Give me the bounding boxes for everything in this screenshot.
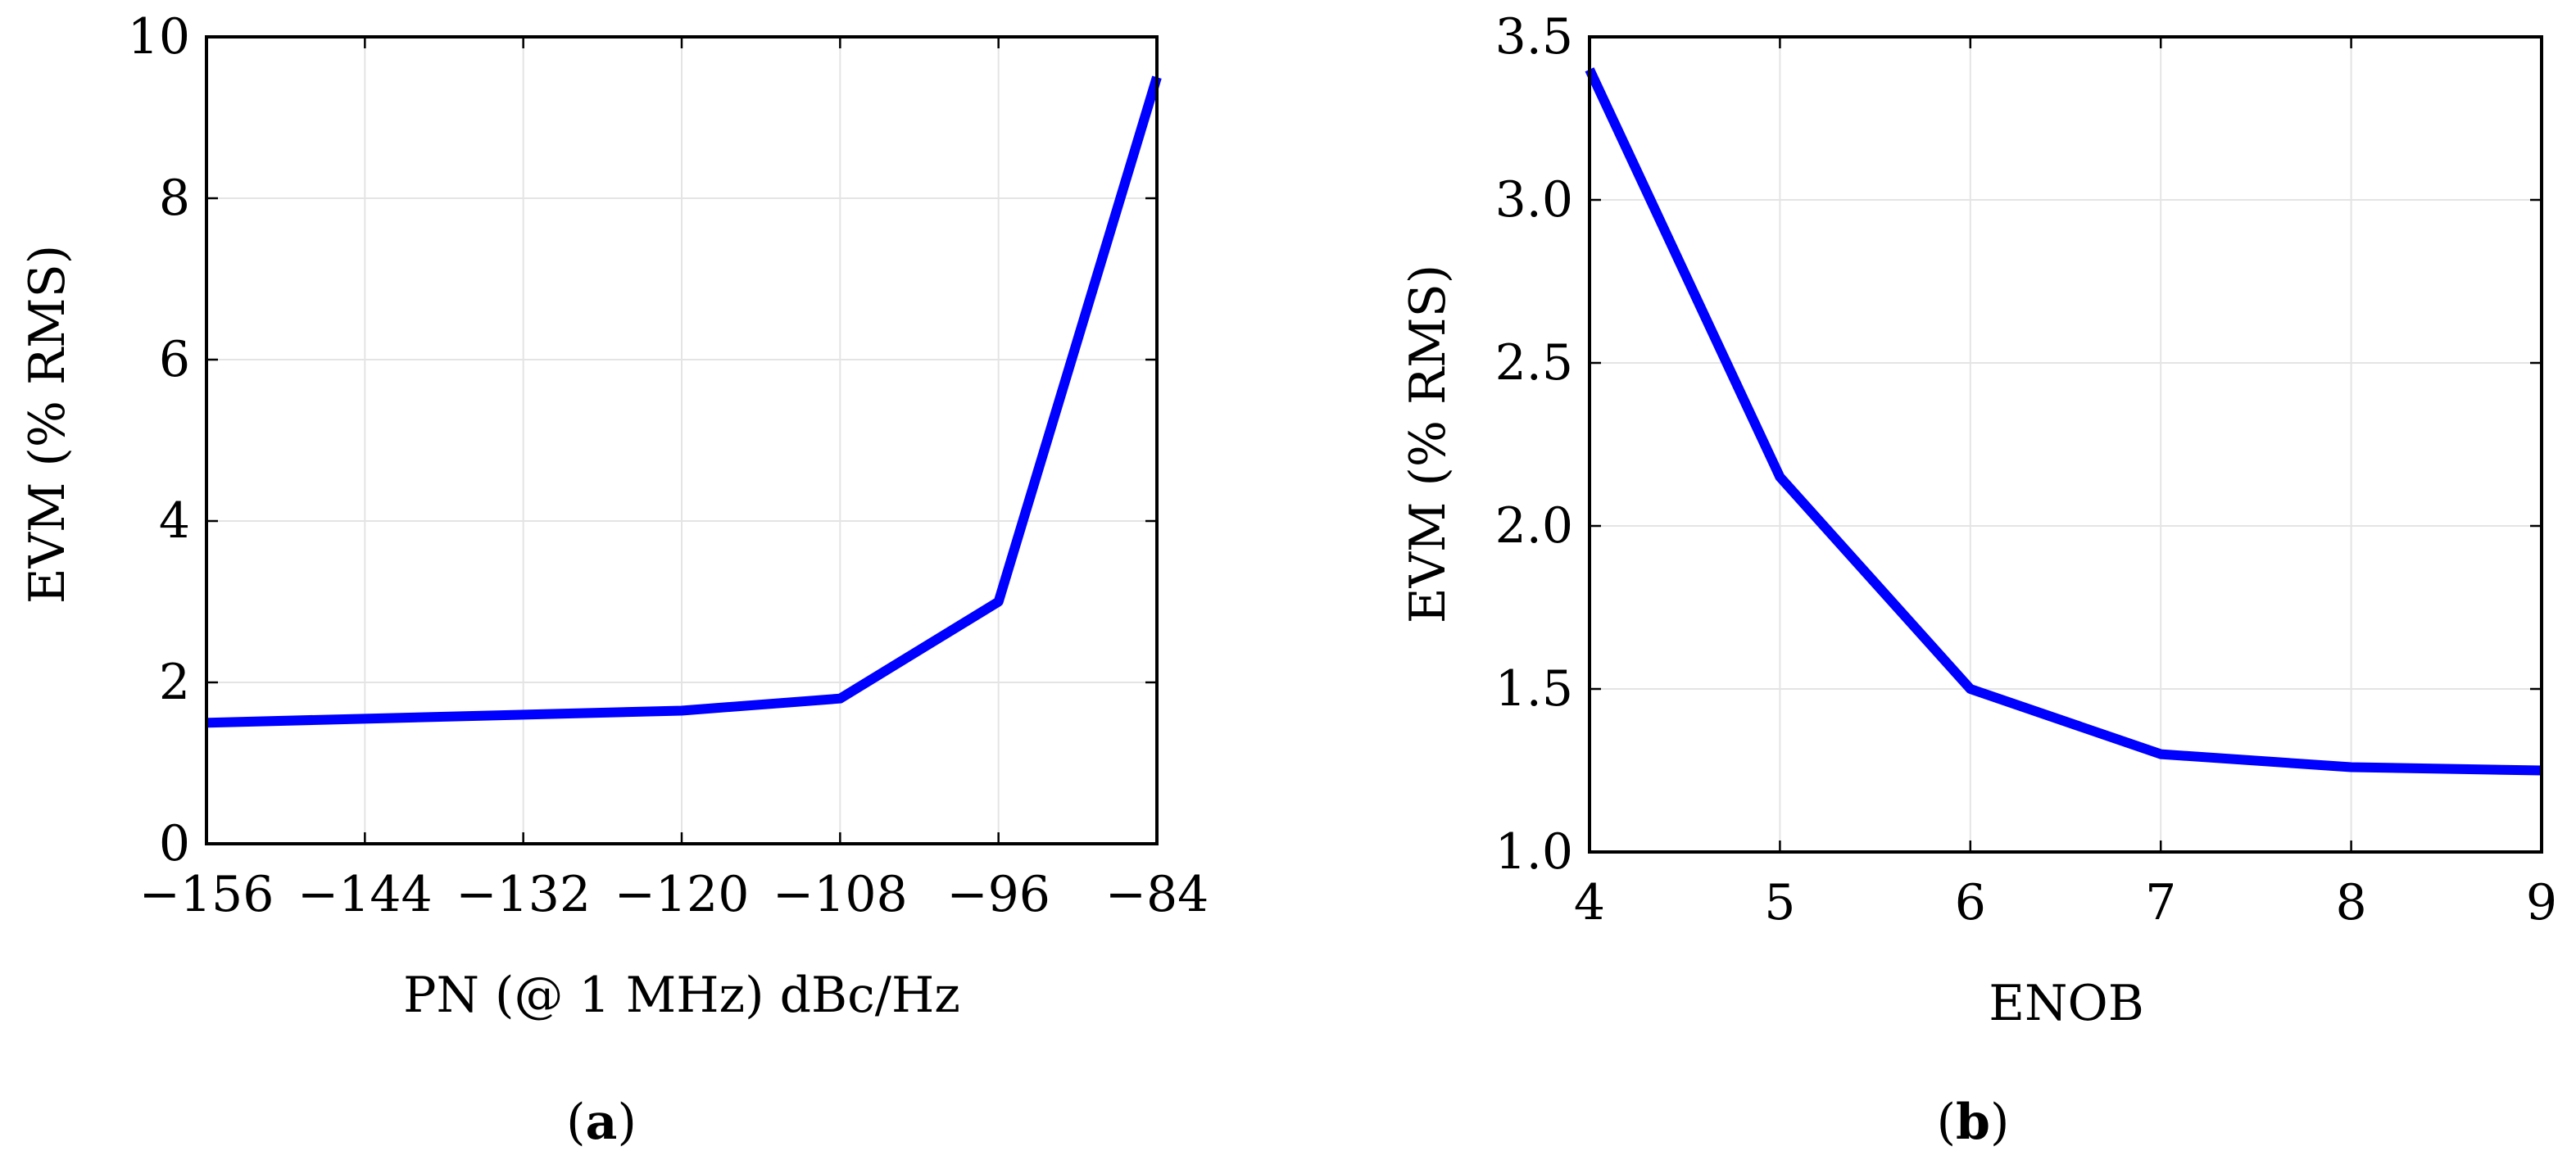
data-point-a — [994, 597, 1004, 607]
y-tick-label: 4 — [159, 492, 190, 550]
chart-panel-a: −156 −144 −132 −120 −108 −96 −84 0 2 4 6 8 10 PN (@… — [19, 8, 1209, 1151]
y-tick-labels-a: 0 2 4 6 8 10 — [128, 8, 190, 872]
y-tick-label: 8 — [159, 170, 190, 227]
y-tick-label: 2.0 — [1495, 497, 1573, 555]
x-tick-label: 6 — [1955, 874, 1986, 931]
data-point-b — [1585, 65, 1594, 75]
x-tick-label: 4 — [1574, 874, 1605, 931]
data-point-a — [835, 694, 845, 704]
x-tick-label: −144 — [297, 866, 433, 923]
plot-frame-b — [1588, 35, 2543, 854]
caption-a: (a) — [566, 1094, 637, 1151]
y-axis-label-b: EVM (% RMS) — [1399, 265, 1457, 623]
evm-vs-enob-line — [1585, 67, 2542, 776]
chart-panel-b: 4 5 6 7 8 9 1.0 1.5 2.0 2.5 3.0 3.5 ENOB EVM (% RM… — [1399, 8, 2557, 1151]
caption-letter-a: a — [586, 1094, 618, 1151]
x-tick-label: 9 — [2526, 874, 2557, 931]
data-point-b — [1775, 472, 1785, 482]
caption-letter-b: b — [1956, 1094, 1990, 1151]
data-point-b — [2156, 750, 2166, 759]
data-point-a — [1152, 72, 1162, 82]
x-tick-label: −132 — [456, 866, 591, 923]
y-tick-label: 6 — [159, 331, 190, 388]
data-point-a — [202, 718, 211, 727]
y-tick-labels-b: 1.0 1.5 2.0 2.5 3.0 3.5 — [1495, 8, 1573, 881]
x-axis-label-b: ENOB — [1989, 975, 2144, 1032]
data-point-b — [2347, 763, 2356, 773]
caption-b: (b) — [1937, 1094, 2010, 1151]
y-tick-label: 2.5 — [1495, 334, 1573, 392]
x-tick-label: −84 — [1105, 866, 1209, 923]
y-tick-label: 10 — [128, 8, 190, 66]
plot-frame-a — [205, 35, 1159, 845]
y-tick-label: 3.5 — [1495, 8, 1573, 66]
x-tick-labels-b: 4 5 6 7 8 9 — [1574, 874, 2557, 931]
x-tick-label: 5 — [1764, 874, 1795, 931]
grid-b — [1589, 36, 2542, 853]
x-tick-label: −96 — [946, 866, 1050, 923]
x-tick-label: −120 — [615, 866, 750, 923]
y-tick-label: 2 — [159, 654, 190, 711]
y-tick-label: 1.5 — [1495, 660, 1573, 718]
y-tick-label: 1.0 — [1495, 823, 1573, 881]
data-point-a — [677, 705, 687, 715]
y-tick-label: 3.0 — [1495, 171, 1573, 229]
x-axis-label-a: PN (@ 1 MHz) dBc/Hz — [403, 967, 960, 1024]
x-tick-label: 7 — [2145, 874, 2176, 931]
x-tick-label: −156 — [139, 866, 274, 923]
tick-marks-b — [1588, 35, 2543, 854]
x-tick-label: −108 — [773, 866, 908, 923]
evm-vs-phase-noise-line — [206, 75, 1162, 728]
x-tick-labels-a: −156 −144 −132 −120 −108 −96 −84 — [139, 866, 1209, 923]
y-tick-label: 0 — [159, 815, 190, 872]
x-tick-label: 8 — [2336, 874, 2367, 931]
data-point-b — [1966, 684, 1975, 694]
y-axis-label-a: EVM (% RMS) — [19, 245, 76, 604]
data-point-b — [2537, 766, 2547, 776]
